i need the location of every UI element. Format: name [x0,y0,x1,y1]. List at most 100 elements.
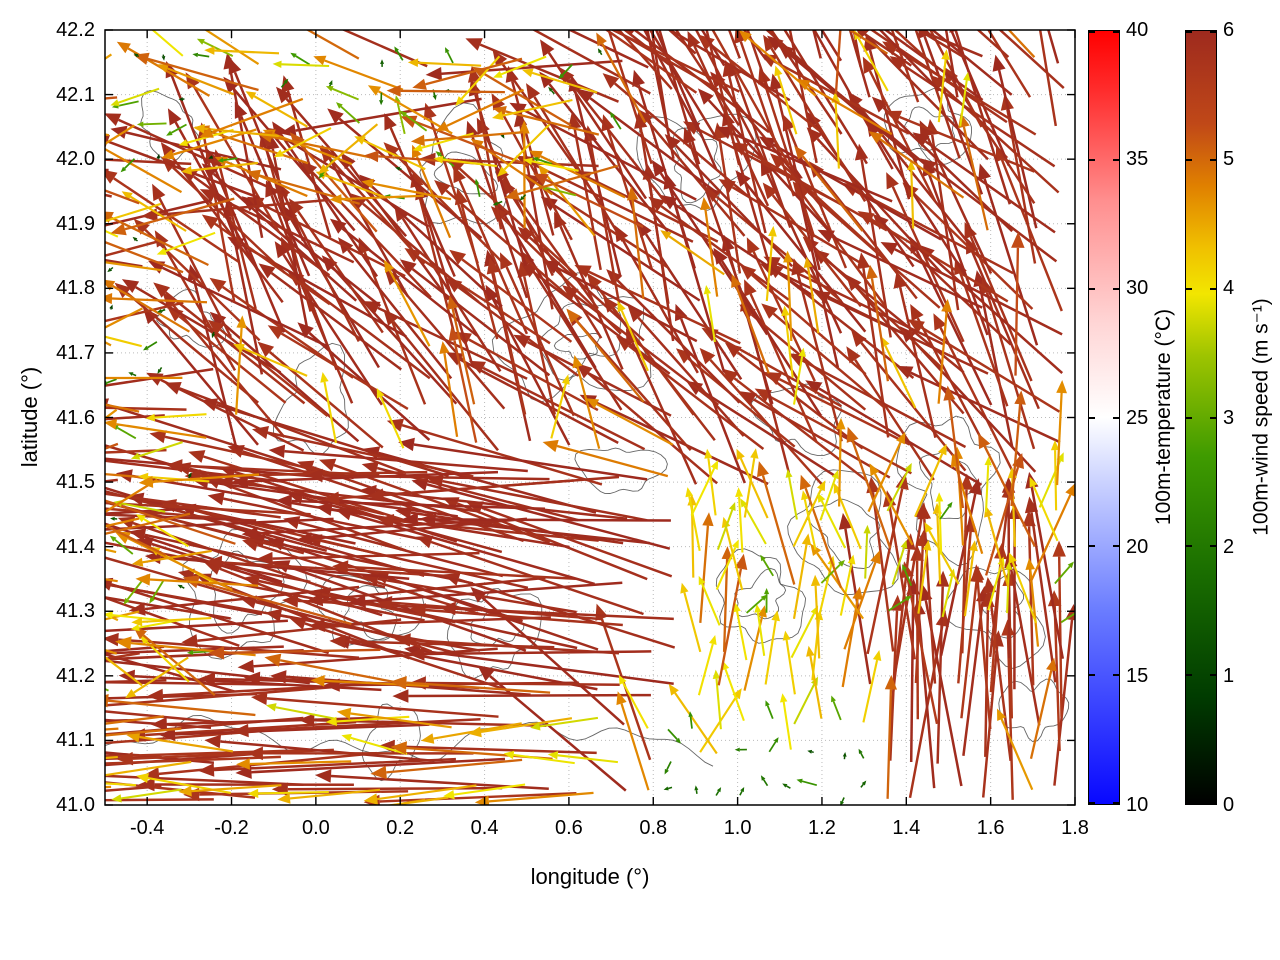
wind-arrow [107,266,114,273]
wind-arrow [133,53,140,58]
wind-arrow [305,30,360,60]
wind-arrow [886,172,965,343]
cb-temp-tick-label: 30 [1126,277,1149,300]
colorbar-tick-mark [1186,545,1192,548]
wind-arrow [688,711,693,729]
wind-arrow [166,306,287,404]
wind-arrow [1008,552,1038,624]
y-tick-label: 42.0 [56,148,95,171]
wind-arrow [208,646,381,660]
wind-arrow [914,443,947,518]
wind-arrow [838,512,872,685]
wind-arrow [746,237,816,382]
wind-arrow [1060,612,1075,624]
wind-arrow [105,261,162,272]
wind-arrow [399,259,551,377]
x-tick-label: 0.2 [386,817,415,839]
y-tick-label: 41.1 [56,729,95,752]
wind-arrow [188,450,405,522]
wind-arrow [660,230,725,276]
wind-arrow [765,30,871,124]
wind-arrow [177,584,185,589]
wind-arrow [105,341,112,347]
y-tick-label: 41.5 [56,471,95,494]
wind-arrow [329,194,424,205]
wind-arrow [109,535,134,555]
wind-arrow [319,146,426,265]
wind-arrow [105,133,110,137]
wind-arrow [376,388,405,449]
wind-arrow [156,231,216,255]
wind-arrow [130,441,183,460]
wind-arrow [987,30,1032,98]
wind-arrow [674,30,741,127]
y-tick-label: 41.3 [56,600,95,623]
wind-arrow [846,426,892,549]
wind-arrow [492,49,603,206]
wind-arrow [768,737,779,753]
wind-arrow [105,473,143,479]
wind-arrow [796,778,818,787]
y-tick-label: 41.0 [56,794,95,816]
wind-arrow [123,579,143,605]
x-tick-label: 1.6 [976,817,1005,839]
wind-arrow [509,102,697,201]
wind-arrow [848,30,871,98]
wind-arrow [412,132,474,152]
wind-arrow [566,308,645,403]
wind-arrow [199,97,304,138]
wind-arrow [245,91,308,128]
wind-arrow [697,635,717,696]
colorbar-tick-mark [1089,802,1095,804]
wind-arrow [468,717,573,738]
wind-arrow [131,549,212,567]
wind-arrow [146,372,305,452]
wind-arrow [289,132,378,233]
wind-arrow [933,313,1015,473]
wind-arrow [474,178,481,197]
wind-arrow [978,433,1036,548]
wind-arrow [858,748,865,759]
wind-arrow [121,191,187,232]
wind-arrow [361,178,452,201]
wind-arrow [412,57,523,90]
wind-arrow [880,242,1063,336]
wind-arrow [917,539,932,614]
wind-arrow [370,758,523,780]
wind-arrow [740,498,767,545]
wind-arrow [105,376,183,380]
wind-arrow [217,157,238,163]
wind-arrow [622,30,670,66]
colorbar-tick-mark [1186,287,1192,290]
wind-arrow [449,249,573,343]
wind-arrow [698,575,721,626]
wind-arrow [128,372,137,377]
wind-arrow [618,674,649,729]
wind-arrow [208,155,214,159]
x-tick-label: 1.2 [808,817,836,839]
wind-arrow [602,73,749,197]
wind-arrow [205,555,452,578]
temperature-colorbar-title: 100m-temperature (°C) [1152,308,1175,526]
colorbar-tick-mark [1113,158,1119,161]
wind-arrow [252,426,474,478]
wind-arrow [716,502,736,550]
wind-arrow [320,372,338,444]
cb-wind-tick-label: 1 [1223,664,1235,687]
wind-arrow [704,448,717,516]
wind-arrow [519,194,527,201]
wind-arrow [803,256,820,334]
wind-arrow [150,716,381,731]
wind-arrow [105,517,334,531]
colorbar-tick-mark [1186,802,1192,804]
wind-arrow [138,473,260,488]
wind-arrow [236,758,352,770]
wind-arrow [984,505,1010,588]
wind-arrow [705,30,741,166]
wind-arrow [447,295,476,405]
wind-arrow [105,199,211,227]
wind-arrow [712,669,722,730]
wind-arrow [531,30,651,95]
wind-arrow [116,748,334,766]
